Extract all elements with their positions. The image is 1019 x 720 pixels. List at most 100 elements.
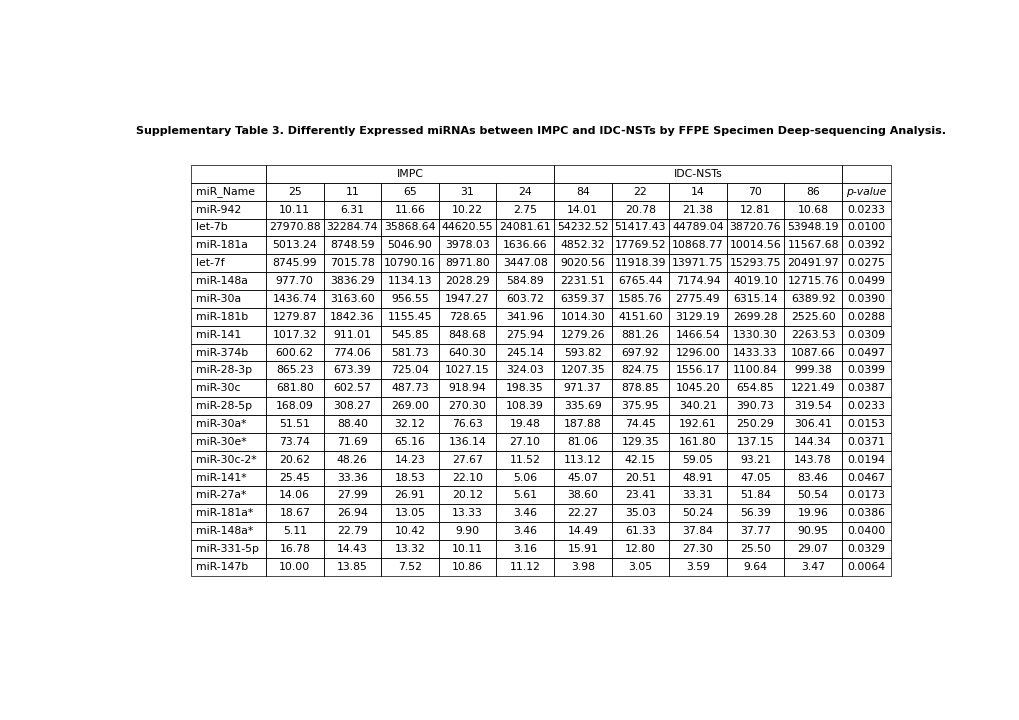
Bar <box>496 183 553 201</box>
Text: 1155.45: 1155.45 <box>387 312 432 322</box>
Bar <box>784 540 841 558</box>
Bar <box>841 361 890 379</box>
Text: 10.00: 10.00 <box>279 562 310 572</box>
Bar <box>841 165 890 183</box>
Bar <box>191 558 266 576</box>
Text: 6359.37: 6359.37 <box>559 294 604 304</box>
Bar <box>381 451 438 469</box>
Text: 0.0467: 0.0467 <box>847 472 884 482</box>
Bar <box>553 236 611 254</box>
Text: miR-181b: miR-181b <box>196 312 248 322</box>
Bar <box>784 290 841 308</box>
Bar <box>841 451 890 469</box>
Bar <box>726 272 784 290</box>
Bar <box>496 219 553 236</box>
Bar <box>191 361 266 379</box>
Text: 32.12: 32.12 <box>394 419 425 429</box>
Bar <box>381 343 438 361</box>
Text: miR-148a*: miR-148a* <box>196 526 253 536</box>
Bar <box>381 183 438 201</box>
Text: 1045.20: 1045.20 <box>675 383 719 393</box>
Bar <box>381 433 438 451</box>
Bar <box>323 254 381 272</box>
Bar <box>266 469 323 487</box>
Text: 59.05: 59.05 <box>682 455 712 464</box>
Bar <box>553 558 611 576</box>
Bar <box>668 540 726 558</box>
Bar <box>611 236 668 254</box>
Bar <box>611 290 668 308</box>
Bar <box>553 290 611 308</box>
Text: 911.01: 911.01 <box>333 330 371 340</box>
Bar <box>611 504 668 522</box>
Bar <box>784 236 841 254</box>
Bar <box>191 397 266 415</box>
Text: 10790.16: 10790.16 <box>384 258 435 268</box>
Text: 725.04: 725.04 <box>390 365 428 375</box>
Bar <box>841 254 890 272</box>
Text: 12.80: 12.80 <box>625 544 655 554</box>
Bar <box>438 487 496 504</box>
Bar <box>381 361 438 379</box>
Text: 23.41: 23.41 <box>625 490 655 500</box>
Text: 1842.36: 1842.36 <box>330 312 374 322</box>
Bar <box>726 540 784 558</box>
Text: 168.09: 168.09 <box>275 401 314 411</box>
Bar <box>611 254 668 272</box>
Bar <box>553 415 611 433</box>
Bar <box>611 379 668 397</box>
Text: 48.26: 48.26 <box>336 455 368 464</box>
Text: miR-331-5p: miR-331-5p <box>196 544 259 554</box>
Text: 8971.80: 8971.80 <box>444 258 489 268</box>
Text: 0.0233: 0.0233 <box>847 204 884 215</box>
Text: 3.98: 3.98 <box>571 562 594 572</box>
Bar <box>381 325 438 343</box>
Text: 161.80: 161.80 <box>679 437 716 447</box>
Bar <box>841 433 890 451</box>
Bar <box>438 558 496 576</box>
Text: 31: 31 <box>461 186 474 197</box>
Bar <box>553 343 611 361</box>
Text: 11.66: 11.66 <box>394 204 425 215</box>
Bar <box>611 540 668 558</box>
Text: 10.86: 10.86 <box>451 562 483 572</box>
Text: 0.0400: 0.0400 <box>847 526 884 536</box>
Bar <box>611 361 668 379</box>
Text: 24081.61: 24081.61 <box>499 222 550 233</box>
Text: IMPC: IMPC <box>396 169 423 179</box>
Text: miR_Name: miR_Name <box>196 186 255 197</box>
Text: 0.0386: 0.0386 <box>847 508 884 518</box>
Text: 18.67: 18.67 <box>279 508 310 518</box>
Text: 113.12: 113.12 <box>564 455 601 464</box>
Bar <box>191 325 266 343</box>
Text: 15293.75: 15293.75 <box>729 258 781 268</box>
Bar <box>438 272 496 290</box>
Bar <box>438 469 496 487</box>
Bar <box>496 254 553 272</box>
Bar <box>668 558 726 576</box>
Text: 5046.90: 5046.90 <box>387 240 432 251</box>
Text: 143.78: 143.78 <box>794 455 832 464</box>
Text: 93.21: 93.21 <box>740 455 770 464</box>
Bar <box>726 558 784 576</box>
Text: 19.48: 19.48 <box>510 419 540 429</box>
Bar <box>553 325 611 343</box>
Bar <box>841 487 890 504</box>
Bar <box>191 540 266 558</box>
Bar <box>784 469 841 487</box>
Bar <box>611 433 668 451</box>
Bar <box>438 379 496 397</box>
Text: 20.62: 20.62 <box>279 455 310 464</box>
Bar <box>323 469 381 487</box>
Text: miR-181a*: miR-181a* <box>196 508 253 518</box>
Bar <box>553 487 611 504</box>
Bar <box>323 540 381 558</box>
Bar <box>784 379 841 397</box>
Text: miR-147b: miR-147b <box>196 562 248 572</box>
Bar <box>191 183 266 201</box>
Bar <box>611 469 668 487</box>
Text: 1296.00: 1296.00 <box>675 348 719 358</box>
Text: 74.45: 74.45 <box>625 419 655 429</box>
Text: miR-942: miR-942 <box>196 204 240 215</box>
Text: 1017.32: 1017.32 <box>272 330 317 340</box>
